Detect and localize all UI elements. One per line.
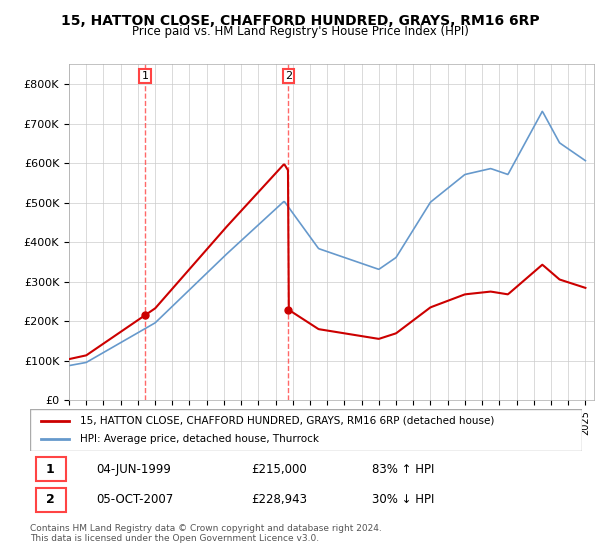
- Text: 04-JUN-1999: 04-JUN-1999: [96, 463, 171, 475]
- FancyBboxPatch shape: [35, 457, 66, 481]
- Text: 1: 1: [46, 463, 55, 475]
- Text: £228,943: £228,943: [251, 493, 307, 506]
- Text: Price paid vs. HM Land Registry's House Price Index (HPI): Price paid vs. HM Land Registry's House …: [131, 25, 469, 38]
- Text: 30% ↓ HPI: 30% ↓ HPI: [372, 493, 434, 506]
- Text: 15, HATTON CLOSE, CHAFFORD HUNDRED, GRAYS, RM16 6RP: 15, HATTON CLOSE, CHAFFORD HUNDRED, GRAY…: [61, 14, 539, 28]
- Text: 15, HATTON CLOSE, CHAFFORD HUNDRED, GRAYS, RM16 6RP (detached house): 15, HATTON CLOSE, CHAFFORD HUNDRED, GRAY…: [80, 416, 494, 426]
- FancyBboxPatch shape: [35, 488, 66, 512]
- Text: £215,000: £215,000: [251, 463, 307, 475]
- Text: 2: 2: [46, 493, 55, 506]
- Text: Contains HM Land Registry data © Crown copyright and database right 2024.
This d: Contains HM Land Registry data © Crown c…: [30, 524, 382, 543]
- FancyBboxPatch shape: [30, 409, 582, 451]
- Text: 1: 1: [142, 71, 149, 81]
- Text: 05-OCT-2007: 05-OCT-2007: [96, 493, 173, 506]
- Text: 83% ↑ HPI: 83% ↑ HPI: [372, 463, 434, 475]
- Text: 2: 2: [285, 71, 292, 81]
- Text: HPI: Average price, detached house, Thurrock: HPI: Average price, detached house, Thur…: [80, 434, 319, 444]
